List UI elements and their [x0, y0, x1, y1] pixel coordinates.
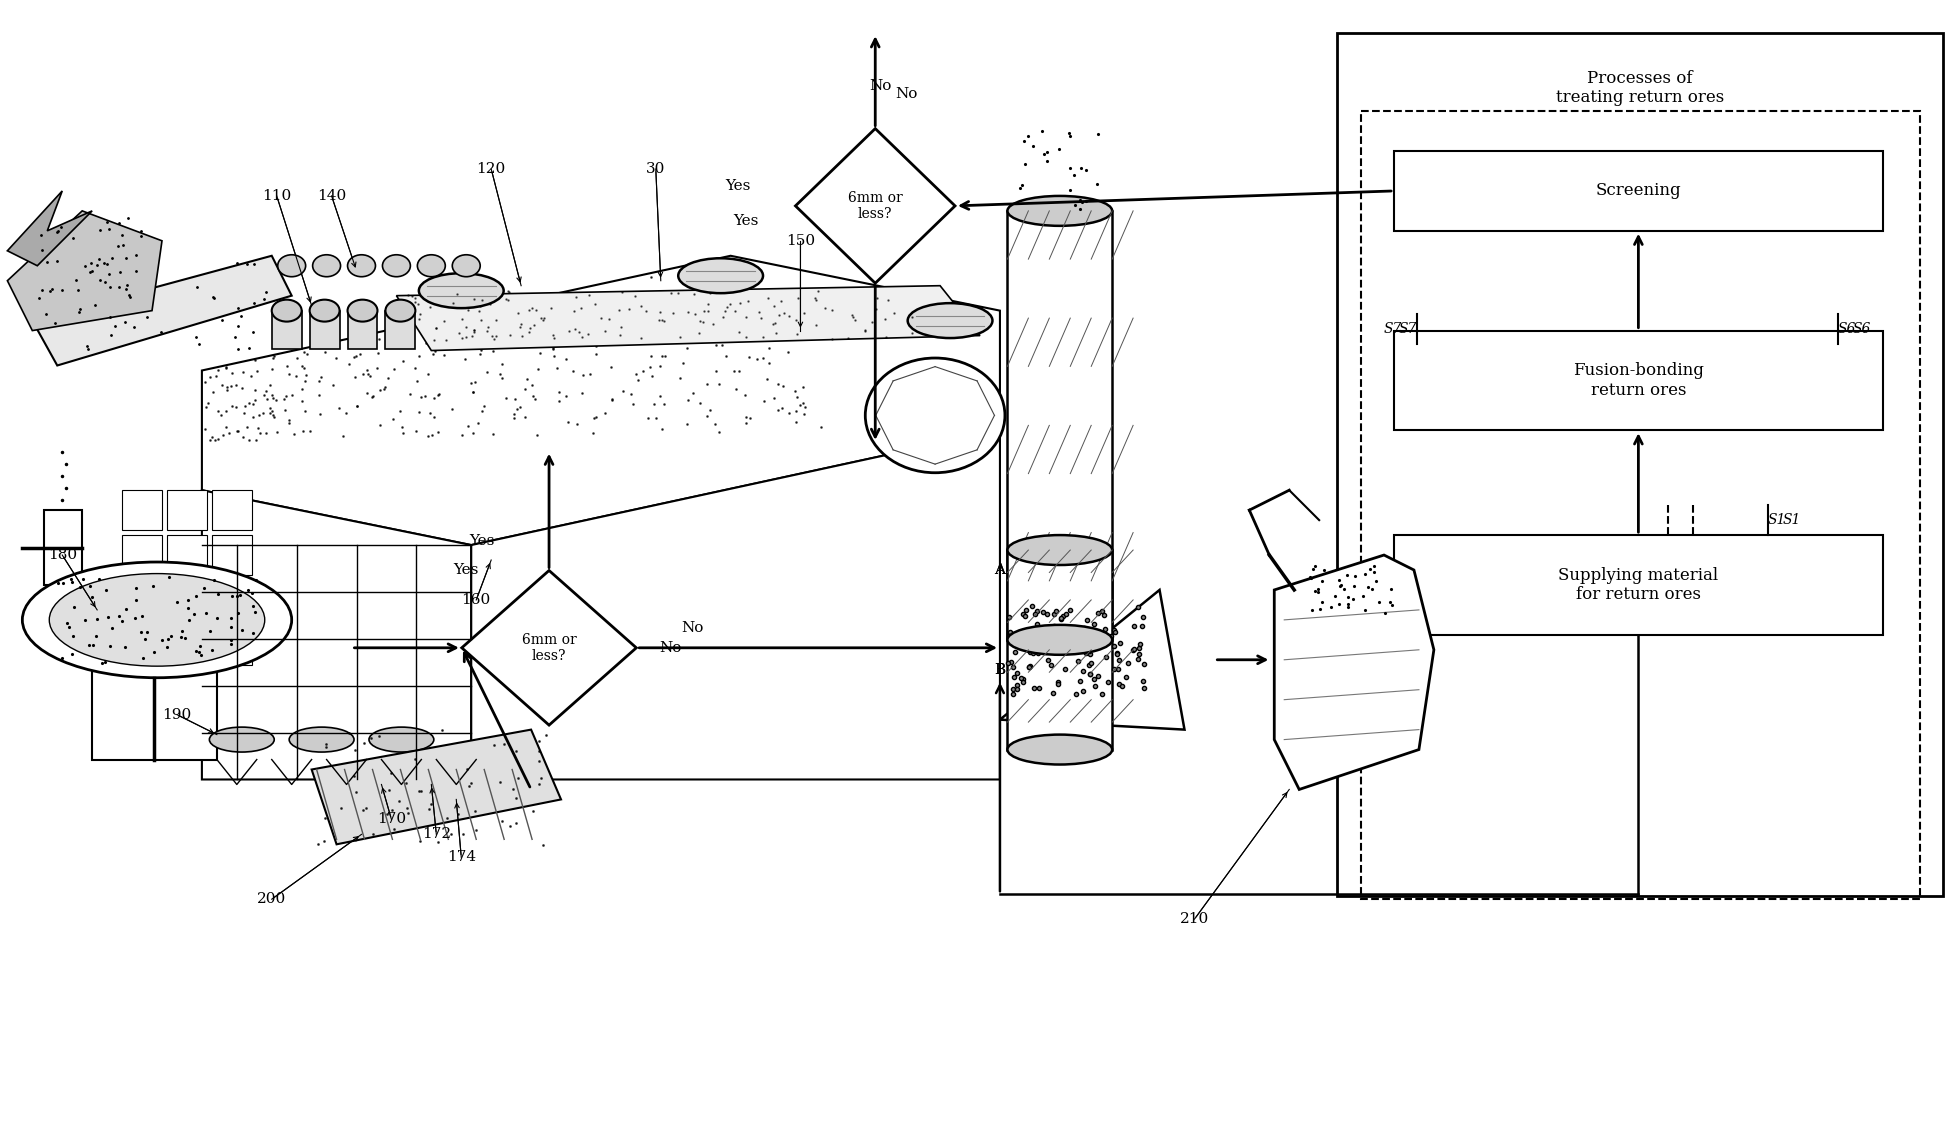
- Bar: [121, 536, 162, 575]
- Text: 120: 120: [477, 161, 506, 176]
- Polygon shape: [201, 490, 471, 780]
- Text: S1: S1: [1767, 513, 1787, 528]
- Polygon shape: [8, 210, 162, 331]
- Text: Processes of
treating return ores: Processes of treating return ores: [1556, 69, 1724, 107]
- Polygon shape: [201, 256, 999, 545]
- Text: 190: 190: [162, 707, 192, 722]
- Bar: [309, 310, 340, 349]
- Text: 172: 172: [422, 828, 452, 841]
- Text: 6mm or
less?: 6mm or less?: [522, 632, 577, 663]
- Ellipse shape: [22, 562, 291, 678]
- Bar: [166, 536, 207, 575]
- Ellipse shape: [272, 300, 301, 322]
- Text: Yes: Yes: [469, 533, 495, 548]
- Bar: [1337, 33, 1943, 896]
- Polygon shape: [461, 571, 635, 725]
- Bar: [272, 310, 301, 349]
- Text: S1: S1: [1783, 513, 1801, 528]
- Bar: [166, 580, 207, 620]
- Text: 110: 110: [262, 189, 291, 202]
- Text: Supplying material
for return ores: Supplying material for return ores: [1558, 566, 1718, 604]
- Text: 210: 210: [1181, 912, 1208, 927]
- Ellipse shape: [49, 573, 264, 666]
- Bar: [45, 511, 82, 584]
- Text: S7: S7: [1384, 322, 1402, 335]
- Ellipse shape: [348, 300, 377, 322]
- Ellipse shape: [385, 300, 414, 322]
- Text: No: No: [659, 641, 682, 655]
- Polygon shape: [471, 430, 999, 780]
- Polygon shape: [33, 256, 291, 365]
- Ellipse shape: [907, 304, 993, 338]
- Ellipse shape: [1007, 625, 1112, 655]
- Bar: [211, 580, 252, 620]
- Text: 6mm or
less?: 6mm or less?: [848, 191, 903, 221]
- Polygon shape: [311, 730, 561, 845]
- Bar: [385, 310, 414, 349]
- Text: 174: 174: [446, 850, 475, 864]
- Text: Yes: Yes: [733, 214, 759, 227]
- Bar: [348, 310, 377, 349]
- Ellipse shape: [866, 358, 1005, 473]
- Ellipse shape: [1007, 735, 1112, 764]
- Bar: [1007, 550, 1112, 749]
- Bar: [1394, 151, 1883, 231]
- Bar: [211, 536, 252, 575]
- Text: Screening: Screening: [1595, 182, 1681, 199]
- Text: 160: 160: [461, 592, 491, 607]
- Polygon shape: [8, 191, 92, 266]
- Text: 140: 140: [317, 189, 346, 202]
- Text: 180: 180: [47, 548, 76, 562]
- Ellipse shape: [278, 255, 305, 276]
- Ellipse shape: [348, 255, 375, 276]
- Bar: [211, 625, 252, 665]
- Ellipse shape: [1007, 196, 1112, 226]
- Bar: [211, 490, 252, 530]
- Ellipse shape: [416, 255, 446, 276]
- Ellipse shape: [369, 728, 434, 752]
- Ellipse shape: [452, 255, 481, 276]
- Text: 170: 170: [377, 812, 407, 827]
- Bar: [92, 670, 217, 760]
- Polygon shape: [397, 285, 979, 350]
- Polygon shape: [999, 590, 1185, 730]
- Text: Yes: Yes: [725, 179, 751, 193]
- Text: No: No: [870, 80, 891, 93]
- Text: Yes: Yes: [454, 563, 479, 576]
- Bar: [1361, 111, 1920, 899]
- Bar: [1394, 331, 1883, 430]
- Text: No: No: [895, 86, 917, 101]
- Bar: [121, 580, 162, 620]
- Text: S6: S6: [1853, 322, 1871, 335]
- Bar: [121, 625, 162, 665]
- Text: Fusion-bonding
return ores: Fusion-bonding return ores: [1574, 363, 1705, 399]
- Ellipse shape: [289, 728, 354, 752]
- Text: 30: 30: [645, 161, 665, 176]
- Text: 150: 150: [786, 234, 815, 248]
- Text: S6: S6: [1838, 322, 1855, 335]
- Text: S7: S7: [1398, 322, 1417, 335]
- Ellipse shape: [418, 273, 504, 308]
- Bar: [166, 490, 207, 530]
- Text: A: A: [995, 563, 1005, 576]
- Polygon shape: [1275, 555, 1433, 789]
- Text: A: A: [995, 563, 1005, 576]
- Bar: [1394, 536, 1883, 634]
- Bar: [1007, 210, 1112, 640]
- Ellipse shape: [309, 300, 340, 322]
- Ellipse shape: [383, 255, 411, 276]
- Ellipse shape: [678, 258, 762, 293]
- Text: B: B: [995, 663, 1005, 677]
- Bar: [121, 490, 162, 530]
- Text: No: No: [680, 621, 704, 634]
- Ellipse shape: [313, 255, 340, 276]
- Text: B: B: [995, 663, 1005, 677]
- Bar: [166, 625, 207, 665]
- Polygon shape: [796, 128, 956, 283]
- Ellipse shape: [1007, 536, 1112, 565]
- Ellipse shape: [209, 728, 274, 752]
- Text: 200: 200: [258, 893, 285, 906]
